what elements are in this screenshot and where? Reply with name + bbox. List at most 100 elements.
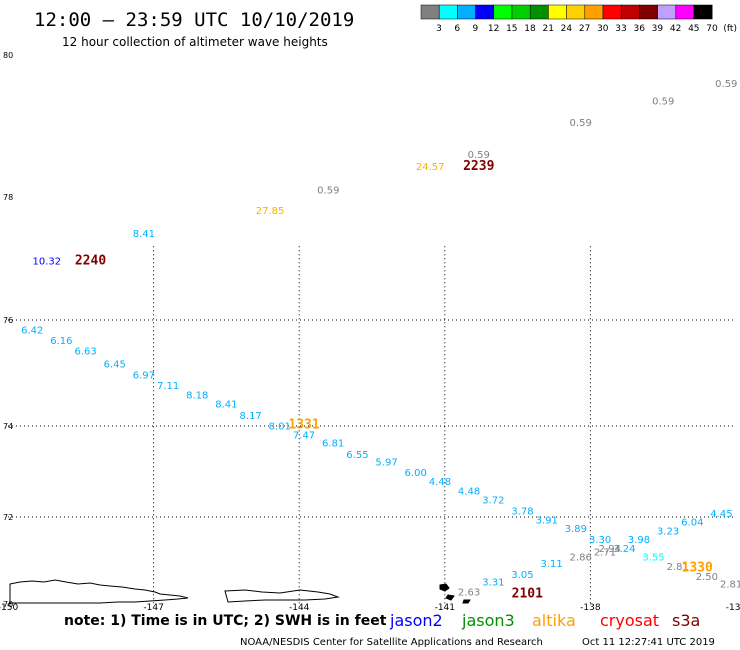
axis-tick-labels: 70 72 74 76 78 80 -150 -147 -144 -141 -138 -135 [0, 51, 740, 613]
legend-entry-cryosat: cryosat [600, 611, 659, 630]
wave-height-label: 2.50 [696, 572, 718, 583]
scale-swatch [548, 4, 567, 20]
wave-height-label: 0.59 [570, 118, 592, 129]
wave-height-label: 6.55 [346, 450, 368, 461]
wave-height-label: 4.48 [429, 477, 451, 488]
wave-height-label: 4.45 [710, 509, 732, 520]
lon-tick-label: -147 [143, 603, 163, 613]
lon-tick-label: -150 [0, 603, 18, 613]
wave-height-label: 0.59 [715, 79, 737, 90]
legend-entry-s3a: s3a [672, 611, 700, 630]
wave-height-label: 3.24 [613, 544, 635, 555]
wave-height-label: 3.05 [511, 570, 533, 581]
wave-height-label: 6.97 [133, 370, 155, 381]
scale-tick-label: 18 [524, 24, 536, 34]
scale-swatch [493, 4, 513, 20]
wave-height-label: 8.18 [186, 390, 208, 401]
scale-swatch [657, 4, 677, 20]
footer-note: note: 1) Time is in UTC; 2) SWH is in fe… [64, 613, 387, 629]
lat-tick-label: 78 [3, 193, 13, 202]
scale-swatch [584, 4, 604, 20]
scale-swatch [675, 4, 695, 20]
wave-height-label: 10.32 [33, 257, 62, 268]
wave-height-labels: 0.59 0.59 0.59 0.59 24.57 0.59 27.85 8.41 10.32 6… [21, 79, 740, 598]
wave-height-label: 2.71 [594, 547, 616, 558]
wave-height-label: 6.16 [50, 336, 72, 347]
scale-tick-label: 30 [597, 24, 609, 34]
wave-height-label: 6.63 [75, 346, 97, 357]
scale-swatch [693, 4, 713, 20]
wave-height-label: 8.17 [240, 411, 262, 422]
scale-tick-label: 12 [488, 24, 499, 34]
satellite-legend: jason2 jason3 altika cryosat s3a [389, 611, 700, 630]
lat-tick-label: 80 [3, 51, 13, 60]
wave-height-label: 2.81 [667, 562, 689, 573]
scale-swatch [475, 4, 495, 20]
wave-height-label: 2.63 [458, 587, 480, 598]
wave-height-label: 0.59 [468, 150, 490, 161]
scale-tick-label: 42 [670, 24, 681, 34]
scale-tick-label: 3 [436, 24, 442, 34]
map-title: 12:00 – 23:59 UTC 10/10/2019 [34, 9, 354, 31]
pass-time-label: 1331 [288, 417, 319, 432]
coastline [9, 579, 471, 604]
lat-tick-label: 70 [3, 600, 13, 609]
scale-tick-label: 15 [506, 24, 517, 34]
scale-swatch [602, 4, 622, 20]
lat-tick-label: 74 [3, 422, 13, 431]
lon-tick-label: -135 [726, 603, 740, 613]
wave-height-label: 3.91 [536, 516, 558, 527]
scale-swatch [566, 4, 586, 20]
wave-height-label: 2.86 [570, 553, 592, 564]
scale-swatch [511, 4, 531, 20]
scale-tick-label: 21 [542, 24, 553, 34]
lon-tick-label: -144 [289, 603, 310, 613]
lon-tick-label: -138 [580, 603, 601, 613]
wave-height-label: 8.01 [269, 422, 291, 433]
footer-timestamp: Oct 11 12:27:41 UTC 2019 [582, 637, 715, 648]
scale-swatch [457, 4, 476, 20]
wave-height-label: 5.97 [375, 458, 397, 469]
scale-swatch [529, 4, 549, 20]
wave-height-label: 3.55 [642, 553, 664, 564]
wave-height-label: 3.23 [657, 526, 679, 537]
wave-height-label: 2.81 [720, 579, 740, 590]
scale-swatch [620, 4, 640, 20]
wave-height-color-scale: 3 6 9 12 15 18 21 24 27 30 33 36 39 42 45 70 (ft) [420, 4, 737, 34]
wave-height-label: 6.04 [681, 518, 703, 529]
scale-tick-label: 39 [652, 24, 664, 34]
wave-height-label: 3.89 [565, 524, 587, 535]
scale-tick-label: 33 [615, 24, 626, 34]
scale-tick-label: 27 [579, 24, 590, 34]
scale-tick-label: 6 [454, 24, 460, 34]
wave-height-label: 3.30 [589, 535, 611, 546]
wave-height-label: 3.31 [482, 578, 504, 589]
wave-height-label: 7.47 [293, 431, 315, 442]
wave-height-label: 3.11 [540, 559, 562, 570]
wave-height-label: 3.98 [628, 535, 650, 546]
wave-height-label: 7.11 [157, 381, 179, 392]
pass-time-label: 2240 [75, 254, 106, 269]
pass-time-labels: 223922401331210113301329 [75, 159, 713, 601]
pass-time-label: 2101 [512, 586, 543, 601]
wave-height-label: 0.59 [317, 185, 339, 196]
lat-tick-label: 72 [3, 513, 13, 522]
wave-height-label: 6.42 [21, 325, 43, 336]
wave-height-label: 8.41 [215, 399, 237, 410]
pass-time-label: 2239 [463, 159, 494, 174]
footer-credit: NOAA/NESDIS Center for Satellite Applica… [240, 637, 543, 648]
legend-entry-altika: altika [532, 611, 576, 630]
lat-tick-label: 76 [3, 316, 13, 325]
lon-tick-label: -141 [435, 603, 455, 613]
wave-height-label: 8.41 [133, 229, 155, 240]
wave-height-label: 2.94 [599, 544, 621, 555]
scale-swatch [639, 4, 658, 20]
scale-tick-label: 36 [633, 24, 645, 34]
wave-height-label: 27.85 [256, 206, 285, 217]
scale-tick-label: 24 [561, 24, 573, 34]
pass-time-label: 1330 [682, 560, 713, 575]
scale-swatch [438, 4, 458, 20]
scale-tick-label: 45 [688, 24, 699, 34]
wave-height-label: 3.72 [482, 495, 504, 506]
